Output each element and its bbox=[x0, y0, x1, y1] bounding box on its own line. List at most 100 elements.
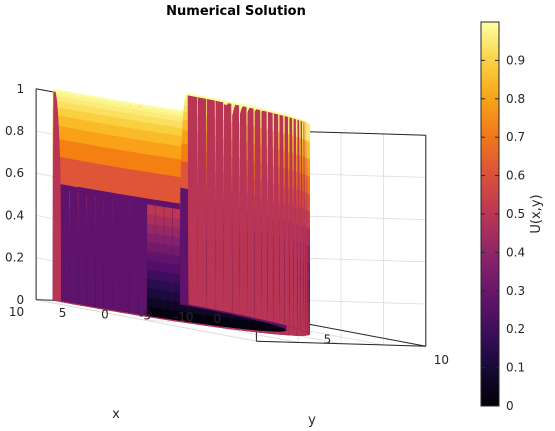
axis-edge bbox=[256, 340, 426, 347]
surface-patch bbox=[154, 214, 164, 226]
surface-patch bbox=[156, 132, 167, 145]
y-axis-label: y bbox=[308, 413, 316, 428]
surface-patch bbox=[66, 117, 77, 130]
surface-patch bbox=[120, 136, 131, 153]
surface-patch bbox=[111, 135, 121, 151]
surface-patch bbox=[146, 296, 156, 308]
surface-patch bbox=[129, 169, 139, 198]
surface-patch bbox=[84, 143, 95, 164]
surface-patch bbox=[195, 313, 204, 325]
surface-plot bbox=[52, 88, 310, 336]
colorbar-tick-label: 0.5 bbox=[506, 207, 525, 221]
surface-patch bbox=[171, 235, 181, 247]
surface-patch bbox=[146, 141, 157, 157]
surface-patch bbox=[146, 154, 157, 175]
surface-patch bbox=[171, 217, 181, 229]
surface-patch bbox=[171, 291, 181, 303]
surface-patch bbox=[120, 126, 131, 140]
surface-patch bbox=[75, 129, 86, 145]
surface-patch bbox=[172, 145, 183, 161]
colorbar-tick-label: 0.7 bbox=[506, 130, 525, 144]
surface-patch bbox=[102, 123, 113, 137]
surface-patch bbox=[76, 142, 87, 163]
surface-patch bbox=[77, 186, 87, 306]
surface-patch bbox=[58, 125, 69, 142]
x-tick-label: 0 bbox=[101, 307, 109, 321]
surface-patch bbox=[93, 132, 104, 148]
surface-patch bbox=[163, 225, 173, 237]
surface-patch bbox=[224, 316, 232, 328]
surface-patch bbox=[163, 243, 173, 255]
surface-patch bbox=[146, 268, 156, 281]
colorbar-ticks: 0 0.1 0.2 0.3 0.4 0.5 0.6 0.7 0.8 0.9 bbox=[481, 53, 525, 413]
surface-patch bbox=[68, 158, 78, 188]
surface-patch bbox=[146, 278, 156, 290]
surface-patch bbox=[205, 98, 216, 310]
colorbar-tick-label: 0 bbox=[506, 399, 514, 413]
surface-patch bbox=[84, 120, 95, 133]
surface-patch bbox=[171, 226, 181, 238]
surface-patch bbox=[172, 158, 183, 178]
surface-patch bbox=[231, 317, 238, 329]
y-tick-label: 5 bbox=[324, 333, 332, 347]
surface-patch bbox=[68, 185, 79, 304]
surface-patch bbox=[102, 147, 113, 167]
surface-patch bbox=[163, 234, 173, 246]
surface-patch bbox=[163, 271, 173, 283]
surface-patch bbox=[154, 297, 164, 310]
surface-patch bbox=[154, 307, 164, 319]
z-axis-ticks: 0 0.2 0.4 0.6 0.8 1 bbox=[5, 82, 24, 307]
surface-patch bbox=[102, 191, 113, 310]
surface-patch bbox=[164, 133, 175, 146]
surface-patch bbox=[163, 280, 173, 292]
y-tick-label: 0 bbox=[214, 312, 222, 326]
colorbar-tick-label: 0.6 bbox=[506, 169, 525, 183]
surface-patch bbox=[163, 206, 173, 219]
surface-patch bbox=[85, 188, 96, 307]
surface-patch bbox=[163, 174, 174, 204]
surface-patch bbox=[164, 143, 175, 160]
surface-patch bbox=[129, 195, 139, 315]
surface-patch bbox=[222, 101, 233, 314]
surface-patch bbox=[138, 139, 148, 156]
z-tick-label: 0.4 bbox=[5, 208, 24, 222]
z-tick-label: 0 bbox=[16, 293, 24, 307]
surface-patch bbox=[155, 155, 166, 176]
surface-patch bbox=[146, 204, 156, 216]
surface-patch bbox=[111, 166, 121, 195]
surface-patch bbox=[186, 93, 198, 98]
surface-patch bbox=[163, 157, 174, 177]
surface-patch bbox=[179, 187, 190, 306]
surface-patch bbox=[163, 252, 173, 265]
surface-patch bbox=[102, 133, 113, 150]
surface-patch bbox=[154, 279, 164, 291]
surface-patch bbox=[230, 103, 241, 315]
surface-patch bbox=[93, 145, 104, 166]
surface-patch bbox=[146, 259, 156, 271]
surface-patch bbox=[146, 222, 156, 234]
surface-patch bbox=[155, 173, 165, 202]
surface-patch bbox=[111, 192, 121, 312]
surface-patch bbox=[171, 175, 182, 205]
surface-patch bbox=[60, 183, 71, 303]
surface-patch bbox=[171, 272, 181, 284]
surface-patch bbox=[138, 129, 149, 142]
surface-patch bbox=[76, 160, 87, 189]
surface-patch bbox=[59, 139, 69, 160]
x-tick-label: 10 bbox=[9, 305, 24, 319]
x-axis-label: x bbox=[112, 407, 120, 422]
x-tick-label: 5 bbox=[59, 306, 67, 320]
surface-patch bbox=[146, 241, 156, 253]
surface-patch bbox=[163, 299, 173, 311]
surface-patch bbox=[146, 287, 156, 299]
surface-patch bbox=[154, 260, 164, 273]
surface-patch bbox=[120, 150, 130, 170]
surface-patch bbox=[129, 128, 140, 141]
surface-patch bbox=[154, 223, 164, 236]
surface-patch bbox=[129, 151, 139, 172]
surface-patch bbox=[137, 197, 148, 316]
surface-patch bbox=[248, 319, 255, 331]
surface-patch bbox=[111, 124, 121, 138]
surface-patch bbox=[163, 308, 173, 320]
